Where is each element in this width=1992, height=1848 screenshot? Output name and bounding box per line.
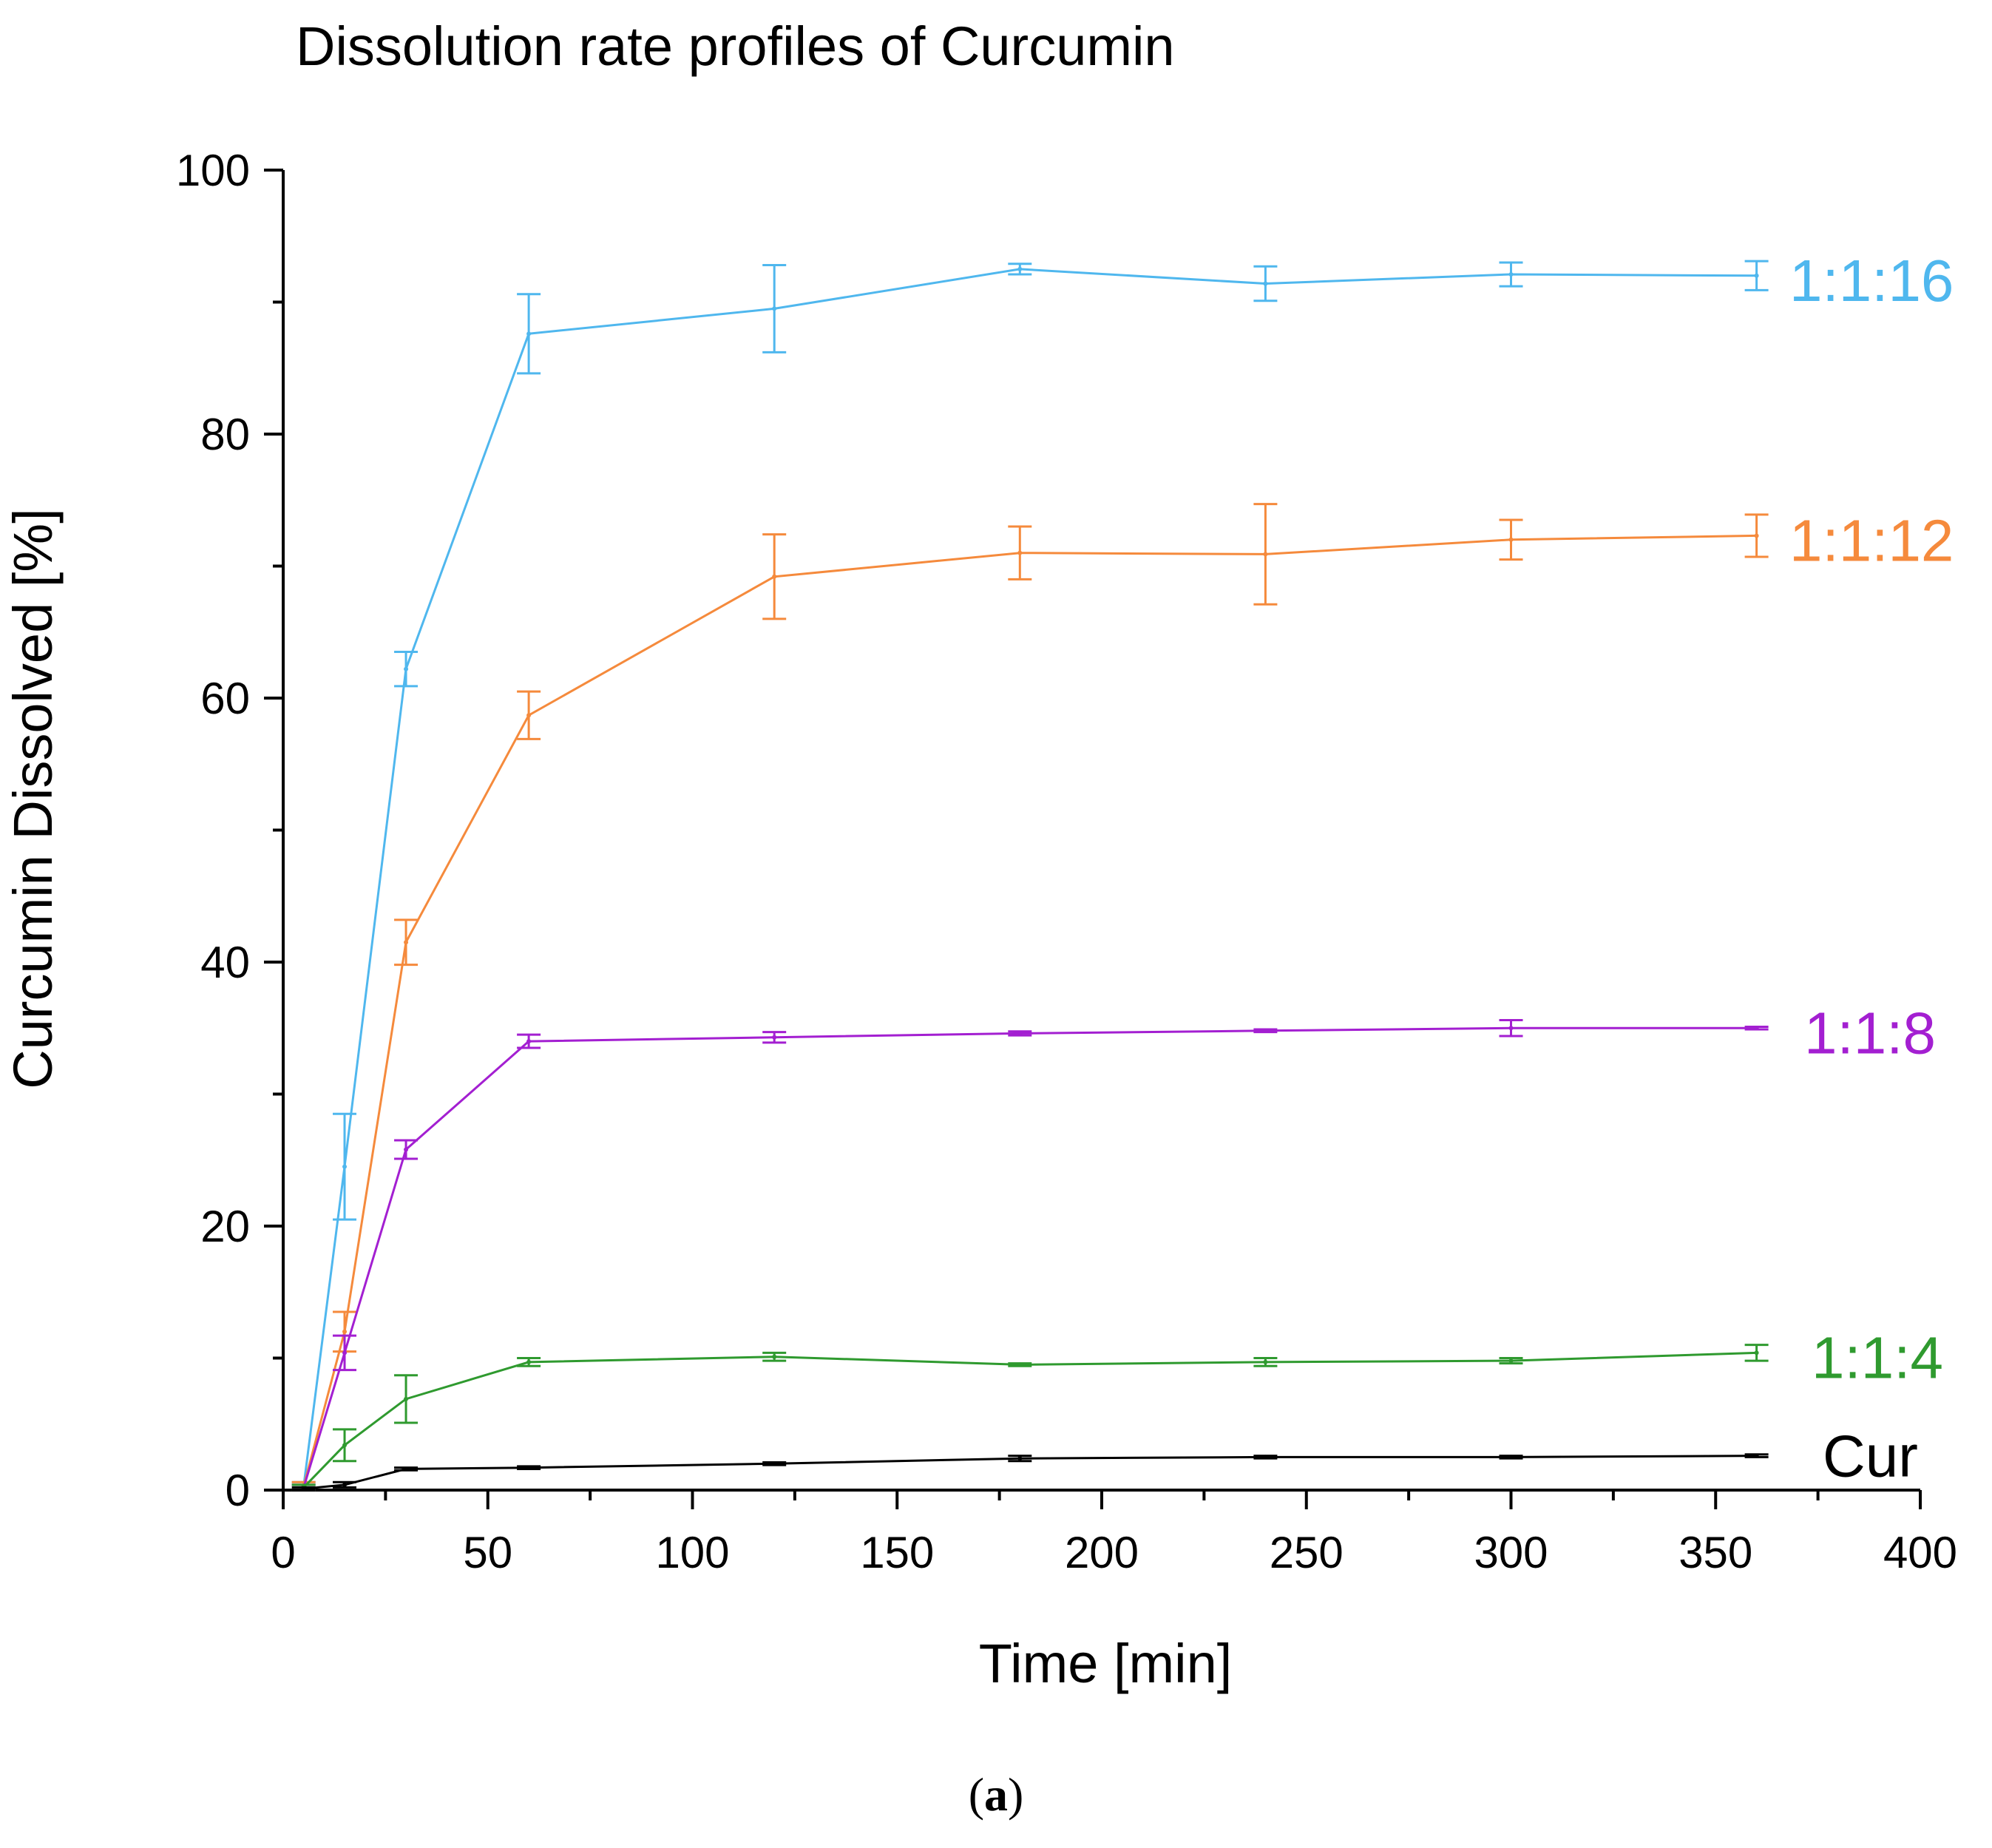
x-tick-label: 250 [1270,1528,1344,1577]
data-point [526,713,532,718]
y-tick-label: 60 [200,674,250,723]
data-point [342,1482,348,1487]
y-tick-label: 0 [226,1466,250,1515]
data-point [404,1396,409,1401]
series-label: 1:1:12 [1789,507,1954,573]
data-point [1508,1026,1514,1031]
data-point [772,1354,777,1359]
data-point [1754,273,1759,278]
data-point [526,1359,532,1364]
data-point [1263,1455,1268,1460]
series-label: Cur [1823,1424,1918,1489]
data-point [342,1164,348,1169]
y-axis-label: Curcumin Dissolved [%] [2,508,64,1089]
data-point [1754,1350,1759,1355]
data-point [1017,1456,1023,1461]
series-cur: Cur [291,1424,1918,1492]
series-label: 1:1:8 [1804,1000,1936,1066]
x-tick-label: 300 [1474,1528,1548,1577]
data-point [772,574,777,579]
x-tick-label: 350 [1678,1528,1752,1577]
data-point [1754,533,1759,538]
data-point [1508,537,1514,542]
axes: 0 50 100 150 200 250 300 350 400 0 20 40 60 80 100 [176,146,1957,1577]
x-tick-label: 200 [1065,1528,1139,1577]
figure-caption: (a) [968,1768,1024,1821]
y-tick-label: 80 [200,410,250,459]
data-point [526,1465,532,1470]
data-point [1754,1453,1759,1458]
y-tick-label: 100 [176,146,250,195]
data-point [1508,1455,1514,1460]
data-point [1017,1362,1023,1367]
data-point [1263,1359,1268,1364]
data-point [404,1466,409,1472]
data-point [1508,1358,1514,1364]
data-point [404,666,409,671]
data-point [342,1350,348,1355]
series-line [302,1026,1757,1488]
data-point [1754,1026,1759,1031]
y-tick-label: 20 [200,1202,250,1251]
x-tick-label: 50 [463,1528,512,1577]
data-point [1017,1031,1023,1036]
data-point [1263,552,1268,557]
data-point [772,306,777,311]
chart-title: Dissolution rate profiles of Curcumin [296,16,1175,77]
data-point [1263,1028,1268,1033]
data-point [342,1443,348,1448]
data-point [1508,272,1514,277]
series-label: 1:1:4 [1812,1324,1943,1390]
data-point [301,1486,306,1492]
data-point [526,1039,532,1044]
data-point [1017,550,1023,555]
data-point [342,1329,348,1334]
x-tick-label: 150 [860,1528,934,1577]
data-point [404,940,409,945]
data-point [1263,281,1268,286]
series-line [302,268,1757,1486]
series-1-1-8: 1:1:8 [291,1000,1936,1492]
x-tick-label: 400 [1883,1528,1957,1577]
data-point [772,1461,777,1466]
series-layer: 1:1:16 1:1:12 1:1:8 1:1:4 Cur [291,248,1954,1492]
caption-label: a [984,1768,1008,1821]
series-1-1-12: 1:1:12 [291,503,1954,1492]
x-tick-label: 0 [271,1528,295,1577]
y-tick-label: 40 [200,938,250,987]
series-line [302,534,1757,1486]
series-label: 1:1:16 [1789,248,1954,314]
data-point [404,1147,409,1152]
data-point [1017,266,1023,271]
data-point [526,331,532,336]
x-axis-label: Time [min] [979,1633,1233,1694]
x-tick-label: 100 [655,1528,729,1577]
series-1-1-16: 1:1:16 [291,248,1954,1492]
data-point [772,1035,777,1040]
